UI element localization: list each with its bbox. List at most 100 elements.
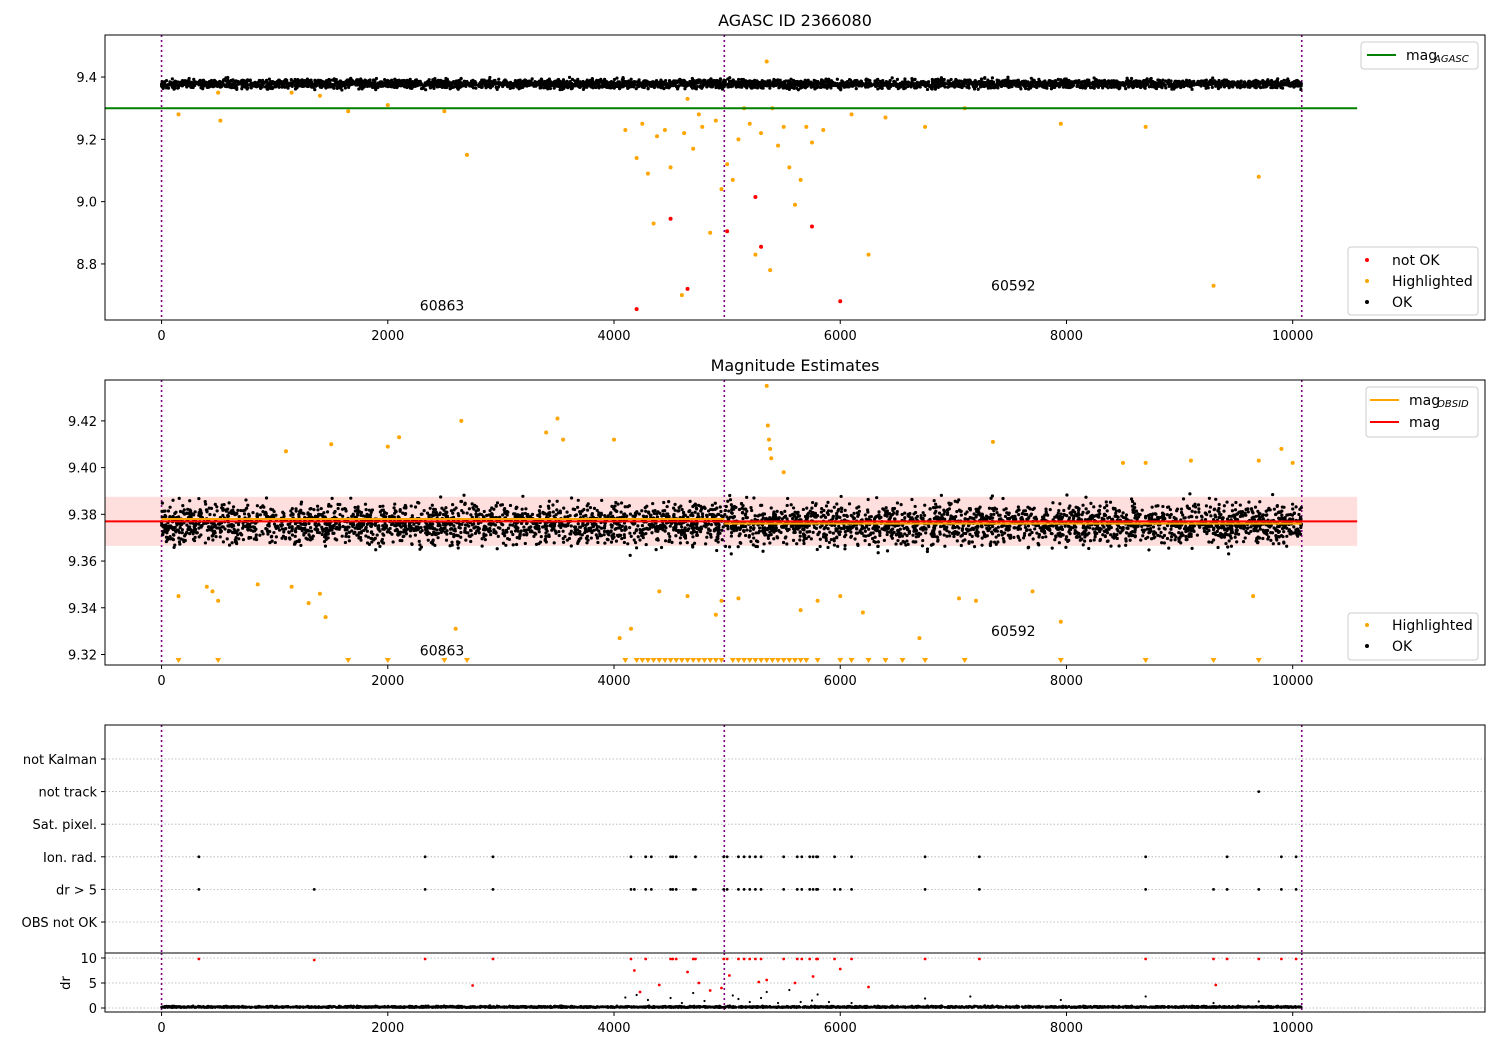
ok-point xyxy=(929,84,933,88)
ok-point xyxy=(826,79,830,83)
ok-point xyxy=(620,82,624,86)
ok-point xyxy=(199,86,203,90)
ok-point xyxy=(660,81,664,86)
ok-point xyxy=(176,86,180,90)
legend-label: Highlighted xyxy=(1392,274,1473,290)
ok-point xyxy=(1259,86,1263,90)
ok-point xyxy=(215,83,219,87)
ok-point xyxy=(581,82,586,86)
ok-point xyxy=(236,528,240,532)
ok-point xyxy=(569,496,574,500)
ok-point xyxy=(385,81,389,85)
ok-point xyxy=(474,81,478,85)
ok-point xyxy=(405,81,409,85)
ok-point xyxy=(1218,82,1222,86)
ok-point xyxy=(335,86,339,91)
ok-point xyxy=(944,82,948,86)
ok-point xyxy=(1168,84,1172,88)
ok-point xyxy=(990,76,995,80)
ok-point xyxy=(518,83,522,88)
ok-point xyxy=(1216,85,1220,89)
ok-point xyxy=(168,83,172,87)
ok-point xyxy=(1192,79,1196,83)
ok-point xyxy=(294,81,298,85)
legend-subscript: AGASC xyxy=(1433,54,1469,65)
ok-point xyxy=(163,83,167,88)
highlighted-point xyxy=(866,252,871,257)
ok-point xyxy=(267,77,271,81)
ok-point xyxy=(1161,78,1165,82)
ok-point xyxy=(1299,525,1303,530)
ok-point xyxy=(538,86,542,90)
ok-point xyxy=(488,75,492,80)
ok-point xyxy=(984,81,988,85)
ok-point xyxy=(885,514,889,518)
y-tick-label: 9.0 xyxy=(76,196,97,211)
ok-point xyxy=(1080,86,1085,90)
ok-point xyxy=(628,531,632,535)
ok-point xyxy=(560,84,564,88)
ok-point xyxy=(399,81,403,85)
ok-point xyxy=(600,79,605,83)
ok-point xyxy=(933,82,937,86)
highlighted-point xyxy=(645,171,650,176)
ok-point xyxy=(778,81,782,85)
ok-point xyxy=(737,77,741,82)
ok-point xyxy=(1239,79,1243,83)
ok-point xyxy=(309,81,314,85)
ok-point xyxy=(526,79,530,83)
ok-point xyxy=(631,82,635,86)
ok-point xyxy=(447,80,451,84)
ok-point xyxy=(669,82,674,86)
ok-point xyxy=(694,87,698,91)
ok-point xyxy=(877,510,881,514)
ok-point xyxy=(497,82,501,86)
ok-point xyxy=(1231,80,1235,84)
ok-point xyxy=(772,77,776,82)
ok-point xyxy=(332,83,337,87)
ok-point xyxy=(688,83,693,87)
ok-point xyxy=(578,85,582,89)
ok-point xyxy=(955,539,959,543)
ok-point xyxy=(380,83,384,88)
ok-point xyxy=(240,85,244,89)
ok-point xyxy=(951,81,956,85)
ok-point xyxy=(166,86,170,90)
ok-point xyxy=(418,79,422,84)
ok-point xyxy=(890,76,894,80)
highlighted-point xyxy=(787,165,792,170)
ok-point xyxy=(917,82,922,86)
ok-point xyxy=(1079,81,1083,85)
ok-point xyxy=(860,81,864,86)
ok-point xyxy=(1111,82,1116,86)
ok-point xyxy=(1076,83,1080,87)
ok-point xyxy=(924,83,928,87)
highlighted-point xyxy=(764,59,769,64)
highlighted-point xyxy=(821,128,826,132)
ok-point xyxy=(279,81,283,85)
ok-point xyxy=(414,83,418,87)
not-ok-point xyxy=(725,229,730,234)
ok-point xyxy=(289,81,293,85)
ok-point xyxy=(679,82,683,86)
ok-point xyxy=(995,82,999,87)
ok-point xyxy=(970,540,974,544)
ok-point xyxy=(646,80,650,84)
ok-point xyxy=(439,82,443,86)
legend-marker xyxy=(1365,300,1369,304)
ok-point xyxy=(720,87,725,91)
ok-point xyxy=(564,84,569,89)
ok-point xyxy=(636,85,640,89)
ok-point xyxy=(534,80,539,84)
ok-point xyxy=(164,79,169,83)
ok-point xyxy=(200,79,204,83)
ok-point xyxy=(1209,80,1213,84)
ok-point xyxy=(1286,81,1290,85)
ok-point xyxy=(345,79,350,83)
legend-label: OK xyxy=(1392,295,1413,311)
highlighted-point xyxy=(700,124,705,129)
ok-point xyxy=(343,86,348,90)
ok-point xyxy=(1071,80,1075,84)
ok-point xyxy=(263,85,267,89)
ok-point xyxy=(1113,79,1117,83)
